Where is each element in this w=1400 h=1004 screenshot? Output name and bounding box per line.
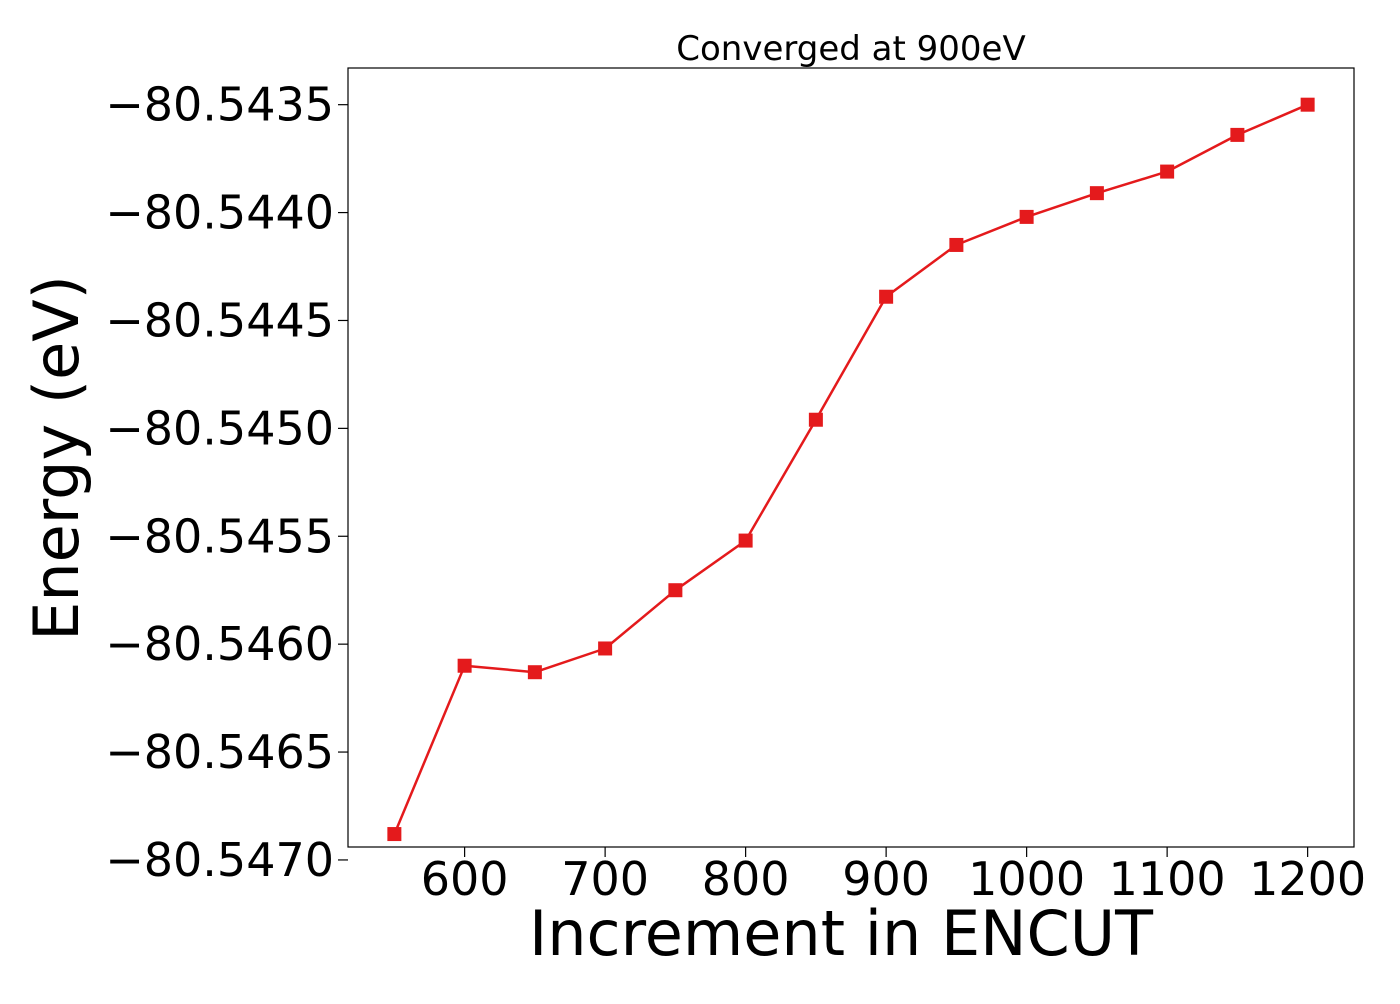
series-line	[393, 103, 1309, 835]
y-tick-label: −80.5470	[105, 833, 334, 887]
series-layer	[387, 97, 1315, 842]
data-point	[457, 658, 472, 673]
chart-title: Converged at 900eV	[676, 29, 1025, 69]
data-point	[738, 533, 753, 548]
x-tick-label: 600	[421, 852, 509, 906]
data-point	[387, 827, 402, 842]
y-axis-label: Energy (eV)	[20, 275, 93, 641]
data-point	[808, 412, 823, 427]
y-tick-label: −80.5465	[105, 725, 334, 779]
y-tick-label: −80.5455	[105, 509, 334, 563]
data-point	[1160, 164, 1175, 179]
y-axis-ticks: −80.5470 −80.5465 −80.5460 −80.5455 −80.5450…	[105, 78, 348, 887]
x-tick-label: 700	[561, 852, 649, 906]
x-tick-label: 800	[702, 852, 790, 906]
data-point	[949, 237, 964, 252]
y-tick-label: −80.5435	[105, 78, 334, 132]
plot-frame	[347, 67, 1355, 848]
data-point	[1089, 186, 1104, 201]
x-axis-ticks: 600 700 800 900 1000 1100 1200	[421, 847, 1366, 906]
data-point	[668, 583, 683, 598]
x-tick-label: 1100	[1109, 852, 1226, 906]
x-axis-label: Increment in ENCUT	[529, 897, 1154, 970]
data-point	[527, 665, 542, 680]
data-point	[1300, 97, 1315, 112]
data-point	[1230, 127, 1245, 142]
x-tick-label: 900	[842, 852, 930, 906]
y-tick-label: −80.5445	[105, 293, 334, 347]
data-point	[879, 289, 894, 304]
data-point	[1019, 209, 1034, 224]
x-tick-label: 1200	[1249, 852, 1366, 906]
y-tick-label: −80.5460	[105, 617, 334, 671]
y-tick-label: −80.5450	[105, 401, 334, 455]
data-point	[598, 641, 613, 656]
y-tick-label: −80.5440	[105, 186, 334, 240]
x-tick-label: 1000	[968, 852, 1085, 906]
